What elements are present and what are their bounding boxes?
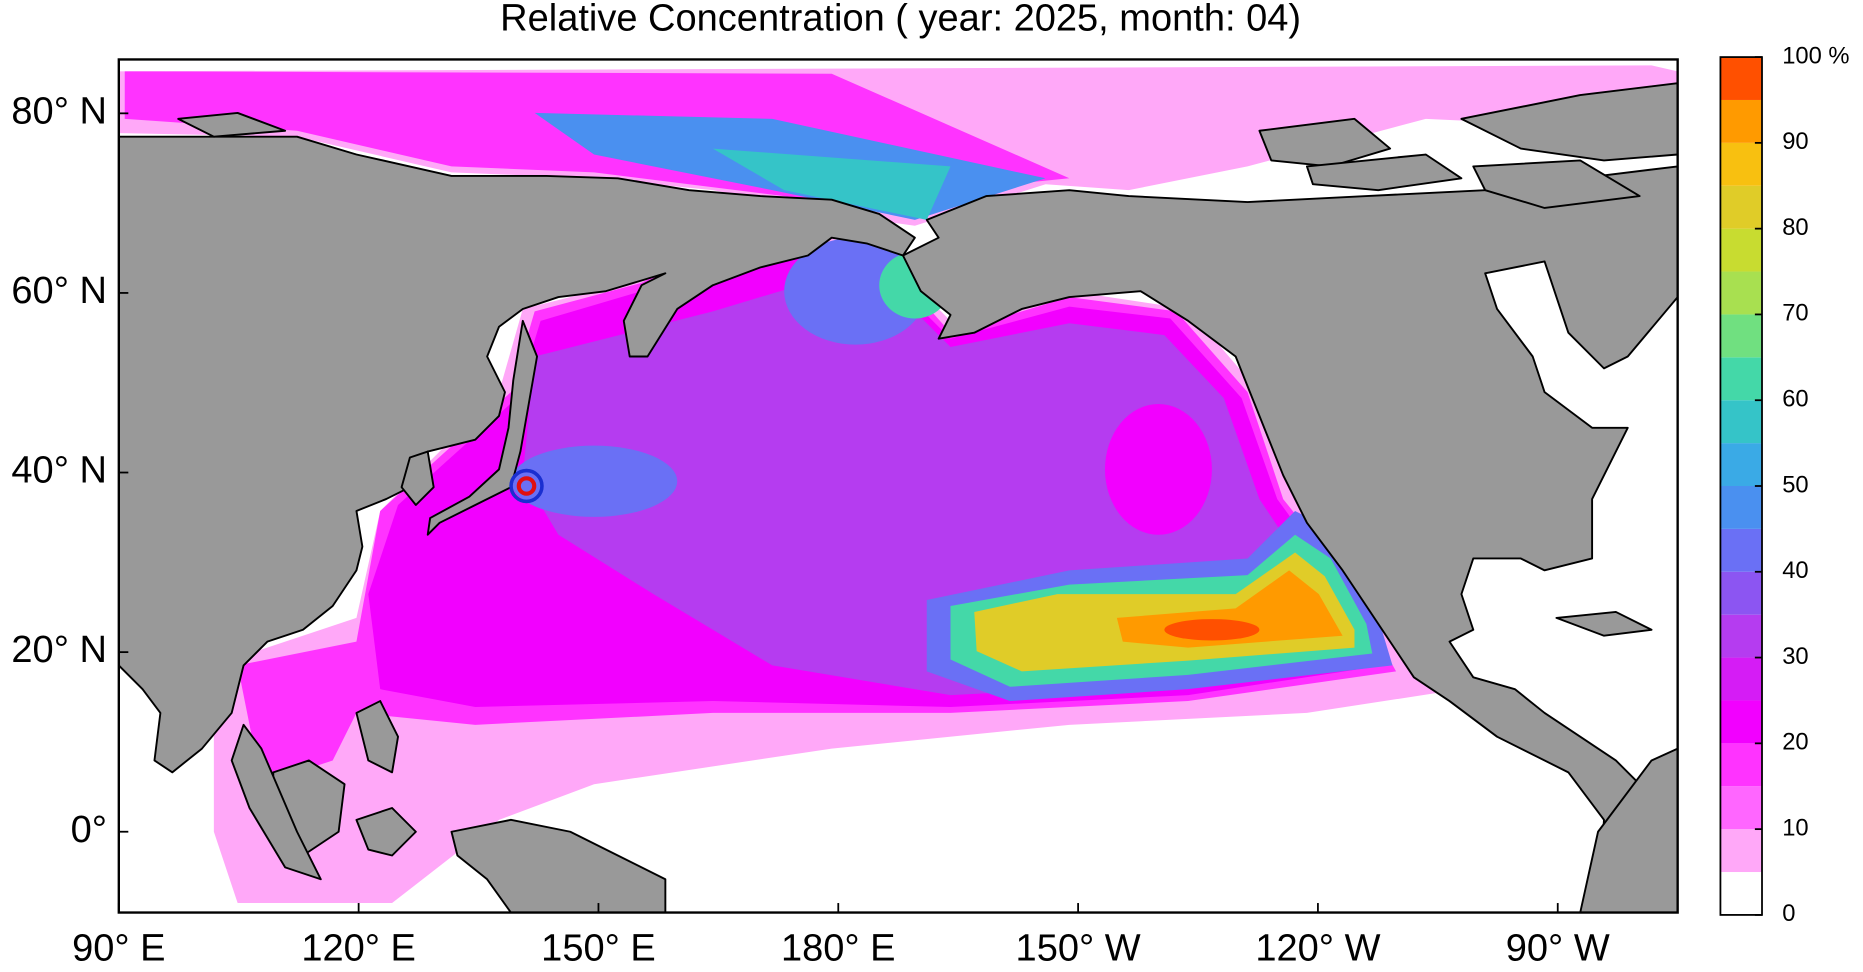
- colorbar-tick-label: 90: [1782, 128, 1808, 155]
- concentration-band: [712, 148, 951, 220]
- colorbar-tick-label: 30: [1782, 643, 1808, 670]
- colorbar-band: [1720, 486, 1763, 529]
- concentration-band: [1164, 619, 1260, 641]
- colorbar-band: [1720, 571, 1763, 615]
- colorbar-band: [1720, 185, 1763, 229]
- colorbar-band: [1720, 99, 1763, 143]
- colorbar-band: [1720, 528, 1763, 572]
- x-tick-label: 150° W: [1016, 928, 1141, 970]
- source-marker-inner: [516, 476, 537, 496]
- y-tick-label: 80° N: [11, 90, 107, 132]
- map-area: [118, 59, 1678, 913]
- source-marker-outer: [509, 468, 544, 504]
- colorbar-band: [1720, 443, 1763, 486]
- y-tick-label: 60° N: [11, 270, 107, 312]
- colorbar: 0 10 20 30 40 50 60 70 80 90 100 %: [1719, 42, 1850, 927]
- x-tick-label: 150° E: [541, 928, 656, 970]
- colorbar-band: [1720, 829, 1763, 873]
- x-tick-label: 120° W: [1255, 928, 1380, 970]
- concentration-field: [118, 65, 1678, 904]
- colorbar-tick-label: 0: [1782, 900, 1795, 927]
- colorbar-band: [1720, 400, 1763, 444]
- colorbar-tick-label: 80: [1782, 214, 1808, 241]
- x-tick-label: 120° E: [301, 928, 416, 970]
- concentration-band: [510, 445, 678, 517]
- colorbar-tick-label: 50: [1782, 471, 1808, 498]
- colorbar-tick-label: 60: [1782, 385, 1808, 412]
- colorbar-tick-label: 40: [1782, 557, 1808, 584]
- land: [118, 82, 1678, 913]
- y-tick-label: 40° N: [11, 450, 107, 492]
- colorbar-tick-label: 70: [1782, 300, 1808, 327]
- colorbar-band: [1720, 314, 1763, 358]
- colorbar-band: [1720, 743, 1763, 787]
- colorbar-band: [1720, 228, 1763, 272]
- x-tick-label: 180° E: [781, 928, 896, 970]
- y-tick-label: 0°: [71, 809, 107, 851]
- colorbar-band: [1720, 357, 1763, 401]
- colorbar-band: [1720, 142, 1763, 186]
- colorbar-band: [1720, 57, 1763, 100]
- title: Relative Concentration ( year: 2025, mon…: [500, 0, 1301, 39]
- x-tick-label: 90° E: [72, 928, 165, 970]
- colorbar-band: [1720, 786, 1763, 830]
- colorbar-tick-label: 100 %: [1782, 42, 1849, 69]
- colorbar-band: [1720, 614, 1763, 658]
- concentration-band: [1104, 404, 1212, 535]
- map-frame: [117, 58, 1679, 914]
- colorbar-band: [1720, 657, 1763, 701]
- colorbar-tick-label: 20: [1782, 729, 1808, 756]
- colorbar-band: [1720, 700, 1763, 744]
- y-tick-label: 20° N: [11, 629, 107, 671]
- colorbar-tick-label: 10: [1782, 814, 1808, 841]
- colorbar-band: [1720, 872, 1763, 915]
- x-tick-label: 90° W: [1506, 928, 1610, 970]
- colorbar-band: [1720, 271, 1763, 315]
